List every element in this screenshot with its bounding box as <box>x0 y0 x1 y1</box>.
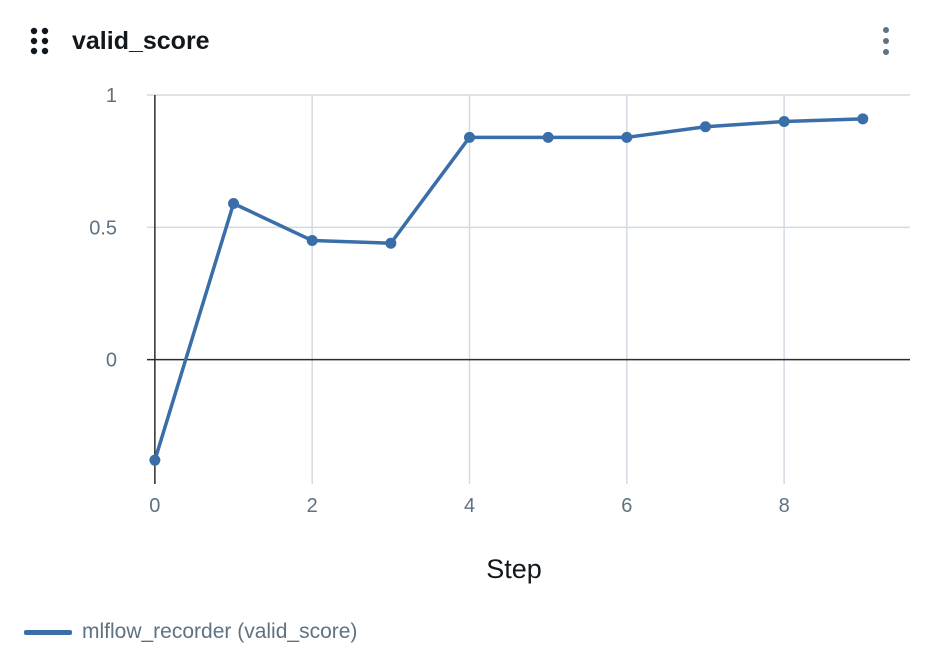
x-tick-label: 0 <box>149 495 160 517</box>
legend-swatch <box>24 629 72 635</box>
data-point <box>778 115 790 127</box>
chart-title: valid_score <box>72 27 210 55</box>
x-tick-label: 8 <box>779 495 790 517</box>
x-axis-title: Step <box>486 554 542 584</box>
data-point <box>385 237 397 249</box>
y-tick-label: 0.5 <box>89 217 117 239</box>
data-point <box>149 454 161 466</box>
data-point <box>542 131 554 143</box>
data-point <box>621 131 633 143</box>
legend-item[interactable]: mlflow_recorder (valid_score) <box>24 616 357 648</box>
data-point <box>464 131 476 143</box>
panel-header: valid_score <box>0 0 936 82</box>
line-chart: 0 2 4 6 8 1 0.5 0 Step <box>89 85 910 584</box>
data-point <box>699 121 711 133</box>
y-gridlines <box>147 94 910 229</box>
y-tick-label: 0 <box>106 350 117 372</box>
x-tick-label: 2 <box>307 495 318 517</box>
data-point <box>228 197 240 209</box>
tick-labels: 0 2 4 6 8 1 0.5 0 <box>89 85 790 517</box>
legend-label: mlflow_recorder (valid_score) <box>82 620 358 643</box>
data-point <box>857 113 869 125</box>
data-point <box>306 235 318 247</box>
x-gridlines <box>311 95 785 484</box>
axis-lines <box>147 95 910 484</box>
series-line <box>153 117 865 462</box>
x-tick-label: 4 <box>464 495 475 517</box>
series-layer <box>149 113 869 466</box>
x-tick-label: 6 <box>621 495 632 517</box>
drag-grip-icon[interactable] <box>28 26 52 56</box>
y-tick-label: 1 <box>106 85 117 107</box>
kebab-menu-icon[interactable] <box>872 24 900 58</box>
